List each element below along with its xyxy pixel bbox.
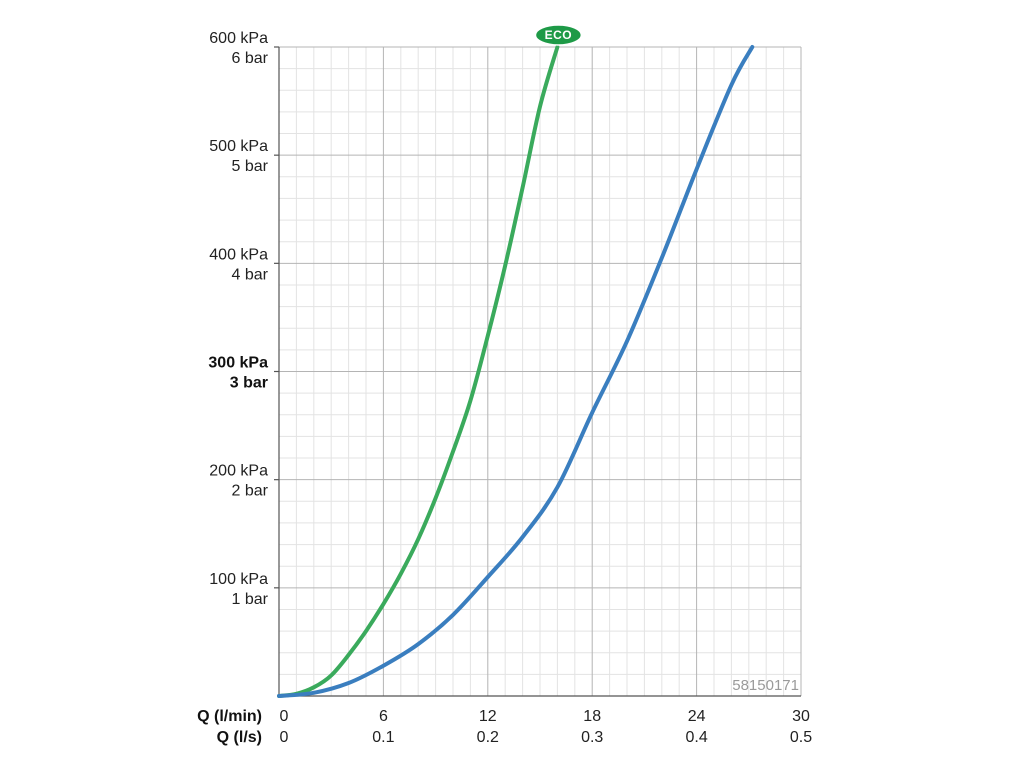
major-grid bbox=[279, 46, 802, 696]
x-tick-label-ls: 0.5 bbox=[790, 729, 812, 746]
axes bbox=[274, 46, 801, 697]
y-tick-label-bar: 4 bar bbox=[232, 266, 269, 283]
x-tick-label-lmin: 6 bbox=[379, 708, 388, 725]
eco-badge: ECO bbox=[534, 24, 583, 46]
y-tick-label-bar: 5 bar bbox=[232, 158, 269, 175]
x-tick-labels: 0 6 12 18 24 30 0 0.1 0.2 0.3 0.4 0.5 bbox=[280, 708, 813, 746]
series-line-eco bbox=[277, 45, 560, 698]
y-tick-label-bar: 2 bar bbox=[232, 483, 269, 500]
y-tick-label-bar: 1 bar bbox=[232, 591, 269, 608]
x-tick-label-lmin: 24 bbox=[688, 708, 706, 725]
x-tick-label-ls: 0.2 bbox=[477, 729, 499, 746]
x-tick-label-ls: 0.4 bbox=[685, 729, 707, 746]
x-tick-label-lmin: 18 bbox=[583, 708, 601, 725]
product-code: 58150171 bbox=[732, 677, 799, 694]
y-tick-label-kpa: 300 kPa bbox=[208, 355, 268, 372]
series-layer bbox=[277, 45, 755, 698]
y-tick-label-kpa: 400 kPa bbox=[209, 246, 268, 263]
x-axis-label-lmin: Q (l/min) bbox=[197, 708, 262, 725]
y-tick-labels: 100 kPa 1 bar 200 kPa 2 bar 300 kPa 3 bar 400 … bbox=[208, 30, 268, 608]
y-tick-label-bar: 3 bar bbox=[230, 375, 268, 392]
x-tick-label-lmin: 0 bbox=[280, 708, 289, 725]
eco-badge-label: ECO bbox=[545, 28, 573, 42]
y-tick-label-kpa: 500 kPa bbox=[209, 138, 268, 155]
x-tick-label-lmin: 12 bbox=[479, 708, 497, 725]
y-tick-label-kpa: 600 kPa bbox=[209, 30, 268, 47]
series-line-standard bbox=[277, 45, 755, 698]
eco-badge-shape bbox=[534, 24, 583, 46]
x-tick-label-ls: 0 bbox=[280, 729, 289, 746]
y-tick-label-bar: 6 bar bbox=[232, 50, 269, 67]
x-tick-label-ls: 0.1 bbox=[372, 729, 394, 746]
x-tick-label-ls: 0.3 bbox=[581, 729, 603, 746]
x-axis-label-ls: Q (l/s) bbox=[217, 729, 262, 746]
y-tick-label-kpa: 100 kPa bbox=[209, 571, 268, 588]
x-tick-label-lmin: 30 bbox=[792, 708, 810, 725]
y-tick-label-kpa: 200 kPa bbox=[209, 463, 268, 480]
